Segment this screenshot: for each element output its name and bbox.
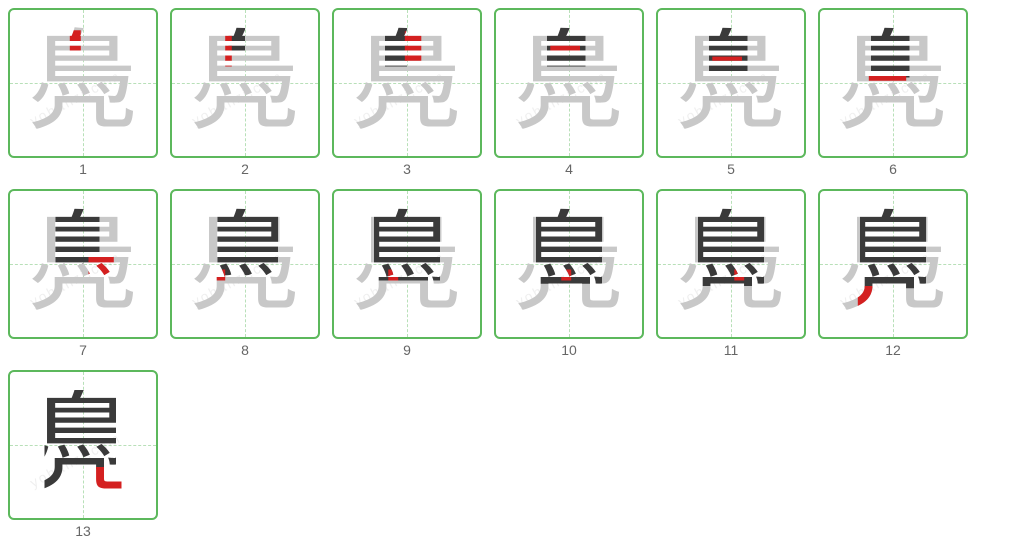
character-stack: 鳧鳧鳧 — [172, 191, 318, 337]
character-box: yohanzi.com鳧鳧鳧 — [656, 189, 806, 339]
stroke-number: 7 — [79, 342, 87, 358]
character-box: yohanzi.com鳧鳧鳧 — [818, 189, 968, 339]
character-box: yohanzi.com鳧鳧鳧 — [494, 189, 644, 339]
stroke-cell: yohanzi.com鳧鳧鳧 8 — [170, 189, 320, 358]
stroke-cell: yohanzi.com鳧鳧鳧 2 — [170, 8, 320, 177]
stroke-cell: yohanzi.com鳧鳧鳧 3 — [332, 8, 482, 177]
stroke-number: 4 — [565, 161, 573, 177]
stroke-cell: yohanzi.com鳧鳧 13 — [8, 370, 158, 539]
character-box: yohanzi.com鳧鳧鳧 — [656, 8, 806, 158]
stroke-number: 3 — [403, 161, 411, 177]
character-stack: 鳧鳧鳧 — [10, 191, 156, 337]
character-stack: 鳧鳧鳧 — [496, 10, 642, 156]
stroke-number: 12 — [885, 342, 901, 358]
character-stack: 鳧鳧鳧 — [172, 10, 318, 156]
stroke-cell: yohanzi.com鳧鳧鳧 11 — [656, 189, 806, 358]
character-stack: 鳧鳧鳧 — [334, 10, 480, 156]
stroke-order-grid: yohanzi.com鳧鳧1yohanzi.com鳧鳧鳧2yohanzi.com… — [8, 8, 1016, 539]
stroke-number: 2 — [241, 161, 249, 177]
stroke-number: 11 — [724, 342, 739, 358]
character-stack: 鳧鳧 — [10, 372, 156, 518]
character-box: yohanzi.com鳧鳧鳧 — [494, 8, 644, 158]
stroke-cell: yohanzi.com鳧鳧 1 — [8, 8, 158, 177]
character-box: yohanzi.com鳧鳧鳧 — [170, 189, 320, 339]
character-stack: 鳧鳧鳧 — [658, 10, 804, 156]
stroke-cell: yohanzi.com鳧鳧鳧 12 — [818, 189, 968, 358]
stroke-number: 5 — [727, 161, 735, 177]
character-stack: 鳧鳧 — [10, 10, 156, 156]
stroke-cell: yohanzi.com鳧鳧鳧 9 — [332, 189, 482, 358]
stroke-cell: yohanzi.com鳧鳧鳧 10 — [494, 189, 644, 358]
stroke-number: 10 — [561, 342, 577, 358]
character-stack: 鳧鳧鳧 — [658, 191, 804, 337]
stroke-cell: yohanzi.com鳧鳧鳧 4 — [494, 8, 644, 177]
character-stack: 鳧鳧鳧 — [820, 191, 966, 337]
stroke-number: 6 — [889, 161, 897, 177]
stroke-number: 9 — [403, 342, 411, 358]
character-box: yohanzi.com鳧鳧 — [8, 370, 158, 520]
stroke-cell: yohanzi.com鳧鳧鳧 6 — [818, 8, 968, 177]
character-stack: 鳧鳧鳧 — [334, 191, 480, 337]
character-box: yohanzi.com鳧鳧鳧 — [818, 8, 968, 158]
future-strokes: 鳧 — [28, 28, 138, 138]
character-stack: 鳧鳧鳧 — [820, 10, 966, 156]
future-strokes: 鳧 — [190, 28, 300, 138]
character-stack: 鳧鳧鳧 — [496, 191, 642, 337]
character-box: yohanzi.com鳧鳧鳧 — [170, 8, 320, 158]
character-box: yohanzi.com鳧鳧鳧 — [332, 189, 482, 339]
character-box: yohanzi.com鳧鳧鳧 — [8, 189, 158, 339]
stroke-number: 13 — [75, 523, 91, 539]
stroke-number: 8 — [241, 342, 249, 358]
character-box: yohanzi.com鳧鳧鳧 — [332, 8, 482, 158]
stroke-number: 1 — [79, 161, 87, 177]
stroke-cell: yohanzi.com鳧鳧鳧 5 — [656, 8, 806, 177]
stroke-cell: yohanzi.com鳧鳧鳧 7 — [8, 189, 158, 358]
character-box: yohanzi.com鳧鳧 — [8, 8, 158, 158]
